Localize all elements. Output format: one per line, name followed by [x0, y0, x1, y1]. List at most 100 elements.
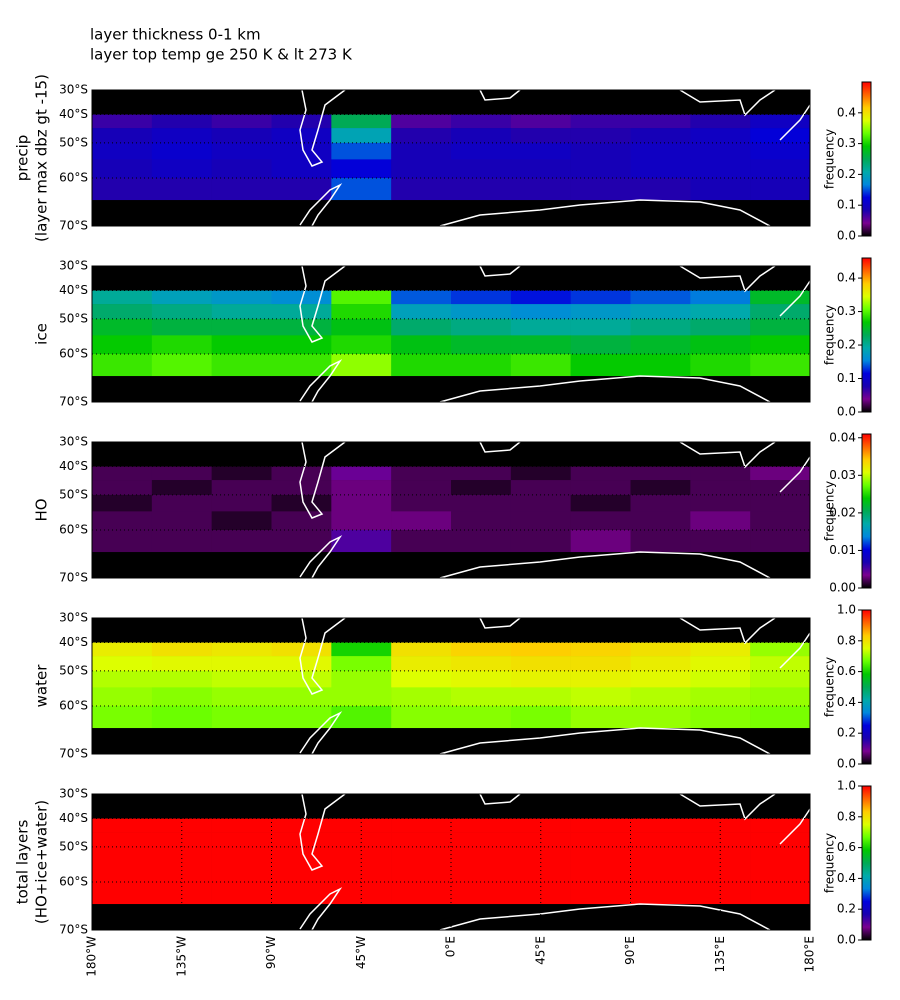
heatmap-cell [451, 511, 512, 531]
heatmap-cell [331, 670, 392, 688]
colorbar-tick-label: 1.0 [837, 603, 856, 617]
heatmap-cell [391, 511, 452, 531]
heatmap-cell [690, 511, 751, 531]
y-tick-label: 40°S [59, 459, 88, 473]
heatmap-cell [690, 318, 751, 336]
heatmap-cell [510, 142, 571, 160]
colorbar [861, 785, 872, 941]
colorbar-label: frequency [823, 129, 837, 189]
heatmap-cell [92, 290, 153, 305]
heatmap-cell [331, 335, 392, 355]
heatmap-cell [92, 882, 153, 905]
heatmap-cell [92, 128, 153, 144]
heatmap-cell [391, 304, 452, 320]
heatmap-cell [451, 832, 512, 848]
map-frame [91, 617, 811, 755]
y-tick-label: 60°S [59, 699, 88, 713]
heatmap-cell [510, 656, 571, 672]
heatmap-cell [391, 832, 452, 848]
heatmap-cell [391, 480, 452, 496]
heatmap-cell [451, 818, 512, 833]
colorbar-tick-label: 0.4 [837, 271, 856, 285]
heatmap-cell [630, 818, 691, 833]
heatmap-cell [271, 706, 332, 729]
heatmap-cell [391, 882, 452, 905]
heatmap-cell [211, 656, 272, 672]
colorbar [861, 81, 872, 237]
heatmap-cell [451, 178, 512, 201]
heatmap-cell [92, 670, 153, 688]
heatmap-cell [211, 530, 272, 553]
heatmap-cell [92, 642, 153, 657]
y-tick-label: 50°S [59, 135, 88, 149]
heatmap-cell [630, 530, 691, 553]
colorbar-tick-label: 0.8 [837, 633, 856, 647]
heatmap-cell [510, 304, 571, 320]
heatmap-cell [570, 335, 631, 355]
heatmap-cell [690, 290, 751, 305]
heatmap-cell [451, 846, 512, 864]
colorbar-tick-label: 0.2 [837, 167, 856, 181]
heatmap-cell [690, 466, 751, 481]
heatmap-cell [211, 318, 272, 336]
heatmap-cell [630, 466, 691, 481]
heatmap-cell [750, 687, 811, 707]
heatmap-cell [690, 818, 751, 833]
heatmap-cell [151, 480, 212, 496]
heatmap-cell [690, 178, 751, 201]
y-tick-label: 60°S [59, 347, 88, 361]
colorbar-tick-label: 0.0 [837, 933, 856, 947]
heatmap-cell [690, 530, 751, 553]
heatmap-cell [211, 178, 272, 201]
heatmap-cell [151, 670, 212, 688]
colorbar-label: frequency [823, 833, 837, 893]
heatmap-cell [510, 494, 571, 512]
heatmap-cell [510, 290, 571, 305]
heatmap-cell [750, 354, 811, 377]
colorbar-label: frequency [823, 481, 837, 541]
heatmap-cell [690, 642, 751, 657]
heatmap-cell [151, 706, 212, 729]
colorbar-tick-label: 0.4 [837, 871, 856, 885]
heatmap-cell [690, 706, 751, 729]
y-tick-label: 40°S [59, 635, 88, 649]
heatmap-cell [750, 290, 811, 305]
heatmap-cell [151, 159, 212, 179]
heatmap-cell [391, 318, 452, 336]
heatmap-cell [331, 511, 392, 531]
heatmap-cell [331, 128, 392, 144]
heatmap-cell [211, 706, 272, 729]
heatmap-cell [510, 706, 571, 729]
colorbar-tick-label: 0.8 [837, 809, 856, 823]
heatmap-cell [271, 178, 332, 201]
heatmap-cell [391, 863, 452, 883]
heatmap-cell [750, 114, 811, 129]
heatmap-cell [391, 530, 452, 553]
heatmap-cell [92, 818, 153, 833]
heatmap-cell [211, 142, 272, 160]
heatmap-cell [151, 178, 212, 201]
heatmap-cell [391, 142, 452, 160]
y-tick-label: 70°S [59, 571, 88, 585]
heatmap-cell [690, 480, 751, 496]
heatmap-cell [391, 846, 452, 864]
y-tick-label: 60°S [59, 523, 88, 537]
heatmap-cell [690, 128, 751, 144]
heatmap-cell [510, 466, 571, 481]
heatmap-cell [211, 670, 272, 688]
heatmap-cell [211, 494, 272, 512]
heatmap-cell [570, 670, 631, 688]
heatmap-cell [151, 882, 212, 905]
heatmap-cell [331, 687, 392, 707]
heatmap-cell [690, 863, 751, 883]
heatmap-cell [331, 863, 392, 883]
heatmap-cell [451, 318, 512, 336]
colorbar-tick-label: 0.6 [837, 664, 856, 678]
heatmap-cell [271, 882, 332, 905]
heatmap-cell [570, 656, 631, 672]
heatmap-cell [151, 128, 212, 144]
colorbar-tick-label: 0.0 [837, 405, 856, 419]
heatmap-cell [510, 818, 571, 833]
heatmap-cell [630, 354, 691, 377]
heatmap-cell [451, 466, 512, 481]
